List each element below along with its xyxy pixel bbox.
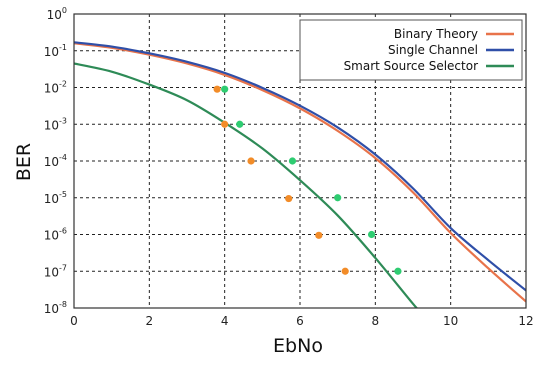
scatter-point [221,85,229,93]
y-tick-label: 100 [47,6,67,22]
tick-labels: 0 2 4 6 8 10 12 100 10-1 10-2 10-3 10-4 10-5 10-6 10-7… [44,6,534,328]
series-layer [74,41,526,308]
y-tick-label: 10-4 [44,153,67,169]
scatter-point [247,157,255,165]
series-line-binary-theory [74,42,526,303]
y-tick-label: 10-1 [44,43,67,59]
legend-label: Single Channel [388,43,478,57]
x-tick-label: 0 [70,314,78,328]
scatter-point [288,157,297,165]
legend: Binary Theory Single Channel Smart Source … [299,19,523,81]
x-tick-label: 8 [372,314,380,328]
scatter-point [285,194,293,203]
scatter-point [236,120,244,128]
plot-frame [73,13,527,309]
y-tick-label: 10-5 [44,190,67,206]
y-axis-title: BER [13,143,35,181]
y-tick-label: 10-2 [44,80,67,96]
scatter-point [334,194,342,202]
scatter-point [213,85,221,93]
y-tick-label: 10-8 [44,300,67,316]
x-axis-title: EbNo [273,335,323,357]
y-tick-label: 10-3 [44,116,67,132]
legend-label: Binary Theory [394,27,478,41]
x-tick-label: 12 [518,314,533,328]
series-line-smart-source-selector [74,62,419,308]
y-tick-label: 10-6 [44,227,67,243]
scatter-point [315,231,323,239]
scatter-point [394,267,402,275]
series-line-single-channel [74,41,526,292]
x-tick-label: 4 [221,314,229,328]
x-tick-label: 10 [443,314,458,328]
legend-label: Smart Source Selector [344,59,479,73]
x-tick-label: 6 [296,314,304,328]
x-tick-label: 2 [146,314,154,328]
scatter-point [221,120,229,128]
scatter-point [367,230,376,239]
scatter-point [341,267,349,275]
y-tick-label: 10-7 [44,263,67,279]
